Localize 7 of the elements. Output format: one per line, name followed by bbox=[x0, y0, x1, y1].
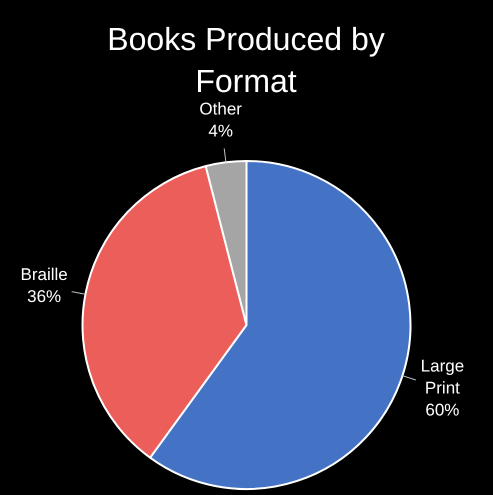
chart-title: Books Produced by Format bbox=[107, 21, 385, 99]
data-label: 36% bbox=[27, 287, 62, 306]
slice-label: Other bbox=[199, 99, 242, 118]
slice-label: Large Print bbox=[420, 356, 464, 398]
data-label: 60% bbox=[425, 400, 460, 420]
data-label: 4% bbox=[208, 121, 233, 140]
slice-label: Braille bbox=[20, 265, 68, 284]
